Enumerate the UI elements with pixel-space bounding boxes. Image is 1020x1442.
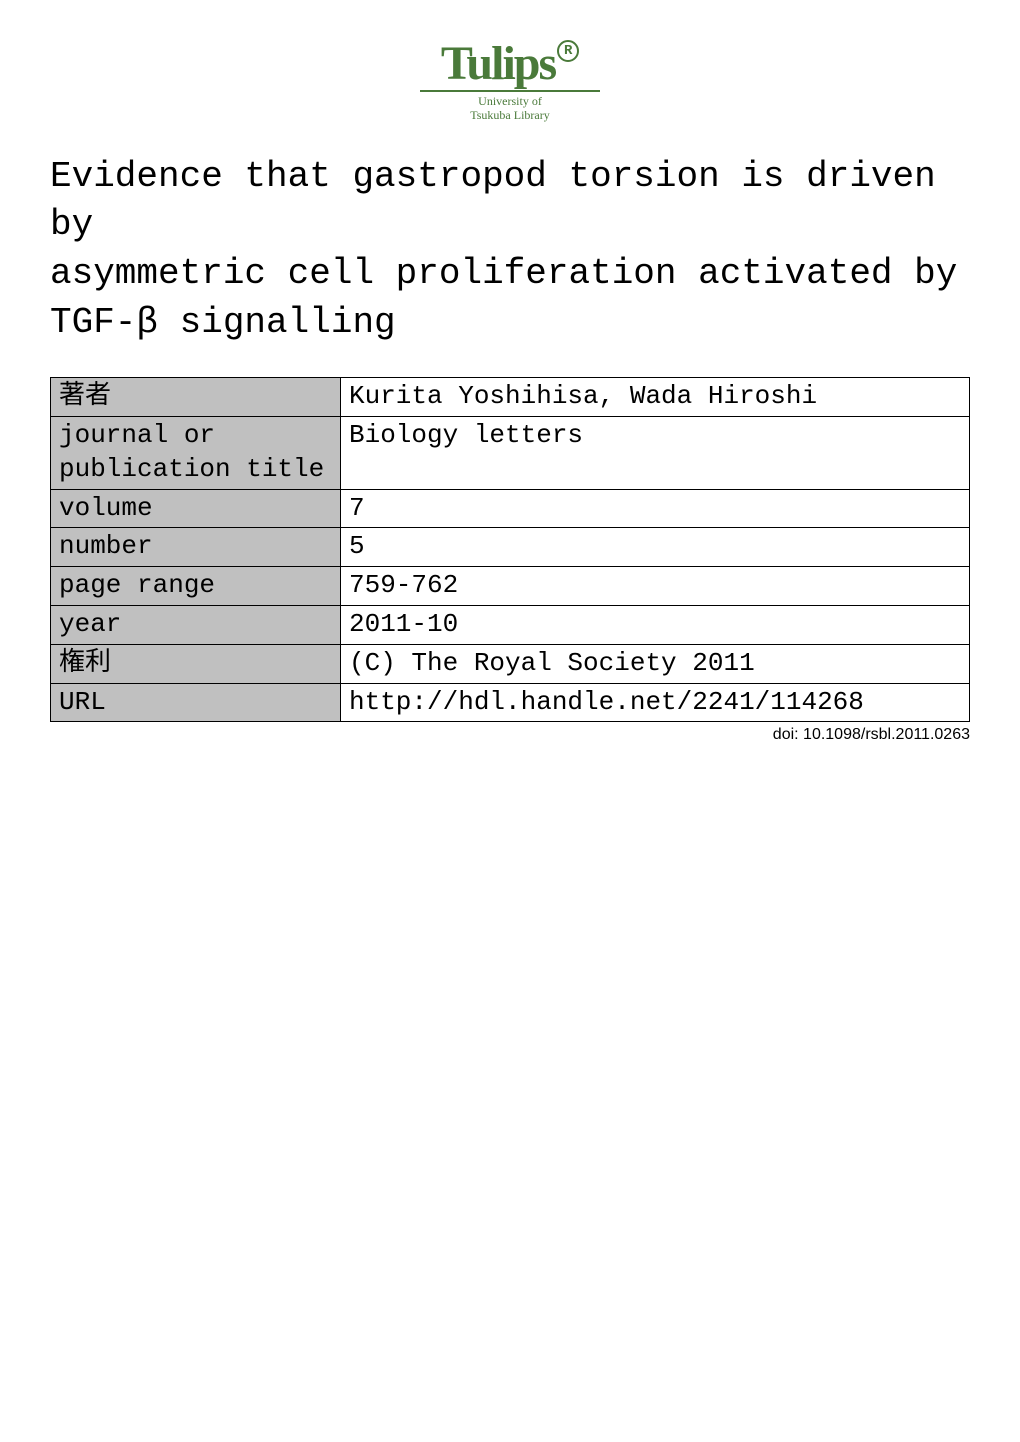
table-row: volume 7 [51, 489, 970, 528]
meta-value: http://hdl.handle.net/2241/114268 [341, 683, 970, 722]
table-row: 権利 (C) The Royal Society 2011 [51, 644, 970, 683]
table-row: page range 759-762 [51, 567, 970, 606]
table-row: journal or publication title Biology let… [51, 416, 970, 489]
meta-label: year [51, 605, 341, 644]
logo-container: TulipsR University of Tsukuba Library [50, 40, 970, 123]
meta-label: URL [51, 683, 341, 722]
logo-wordmark-row: TulipsR [441, 40, 579, 88]
meta-value: 5 [341, 528, 970, 567]
meta-value: 7 [341, 489, 970, 528]
doi-text: doi: 10.1098/rsbl.2011.0263 [50, 726, 970, 744]
tulips-logo: TulipsR University of Tsukuba Library [420, 40, 600, 123]
table-row: number 5 [51, 528, 970, 567]
registered-mark-icon: R [557, 40, 579, 62]
metadata-table: 著者 Kurita Yoshihisa, Wada Hiroshi journa… [50, 377, 970, 722]
table-row: year 2011-10 [51, 605, 970, 644]
meta-label: journal or publication title [51, 416, 341, 489]
meta-label: number [51, 528, 341, 567]
table-row: URL http://hdl.handle.net/2241/114268 [51, 683, 970, 722]
meta-value: (C) The Royal Society 2011 [341, 644, 970, 683]
meta-value: 2011-10 [341, 605, 970, 644]
meta-value: 759-762 [341, 567, 970, 606]
table-row: 著者 Kurita Yoshihisa, Wada Hiroshi [51, 378, 970, 417]
logo-subtitle: University of Tsukuba Library [470, 94, 549, 123]
logo-subtitle-line2: Tsukuba Library [470, 108, 549, 122]
meta-label: 権利 [51, 644, 341, 683]
logo-underline [420, 90, 600, 92]
meta-label: volume [51, 489, 341, 528]
meta-label: 著者 [51, 378, 341, 417]
meta-value: Kurita Yoshihisa, Wada Hiroshi [341, 378, 970, 417]
meta-value: Biology letters [341, 416, 970, 489]
document-title: Evidence that gastropod torsion is drive… [50, 153, 970, 347]
metadata-table-body: 著者 Kurita Yoshihisa, Wada Hiroshi journa… [51, 378, 970, 722]
logo-subtitle-line1: University of [478, 94, 542, 108]
logo-wordmark: Tulips [441, 40, 555, 88]
meta-label: page range [51, 567, 341, 606]
